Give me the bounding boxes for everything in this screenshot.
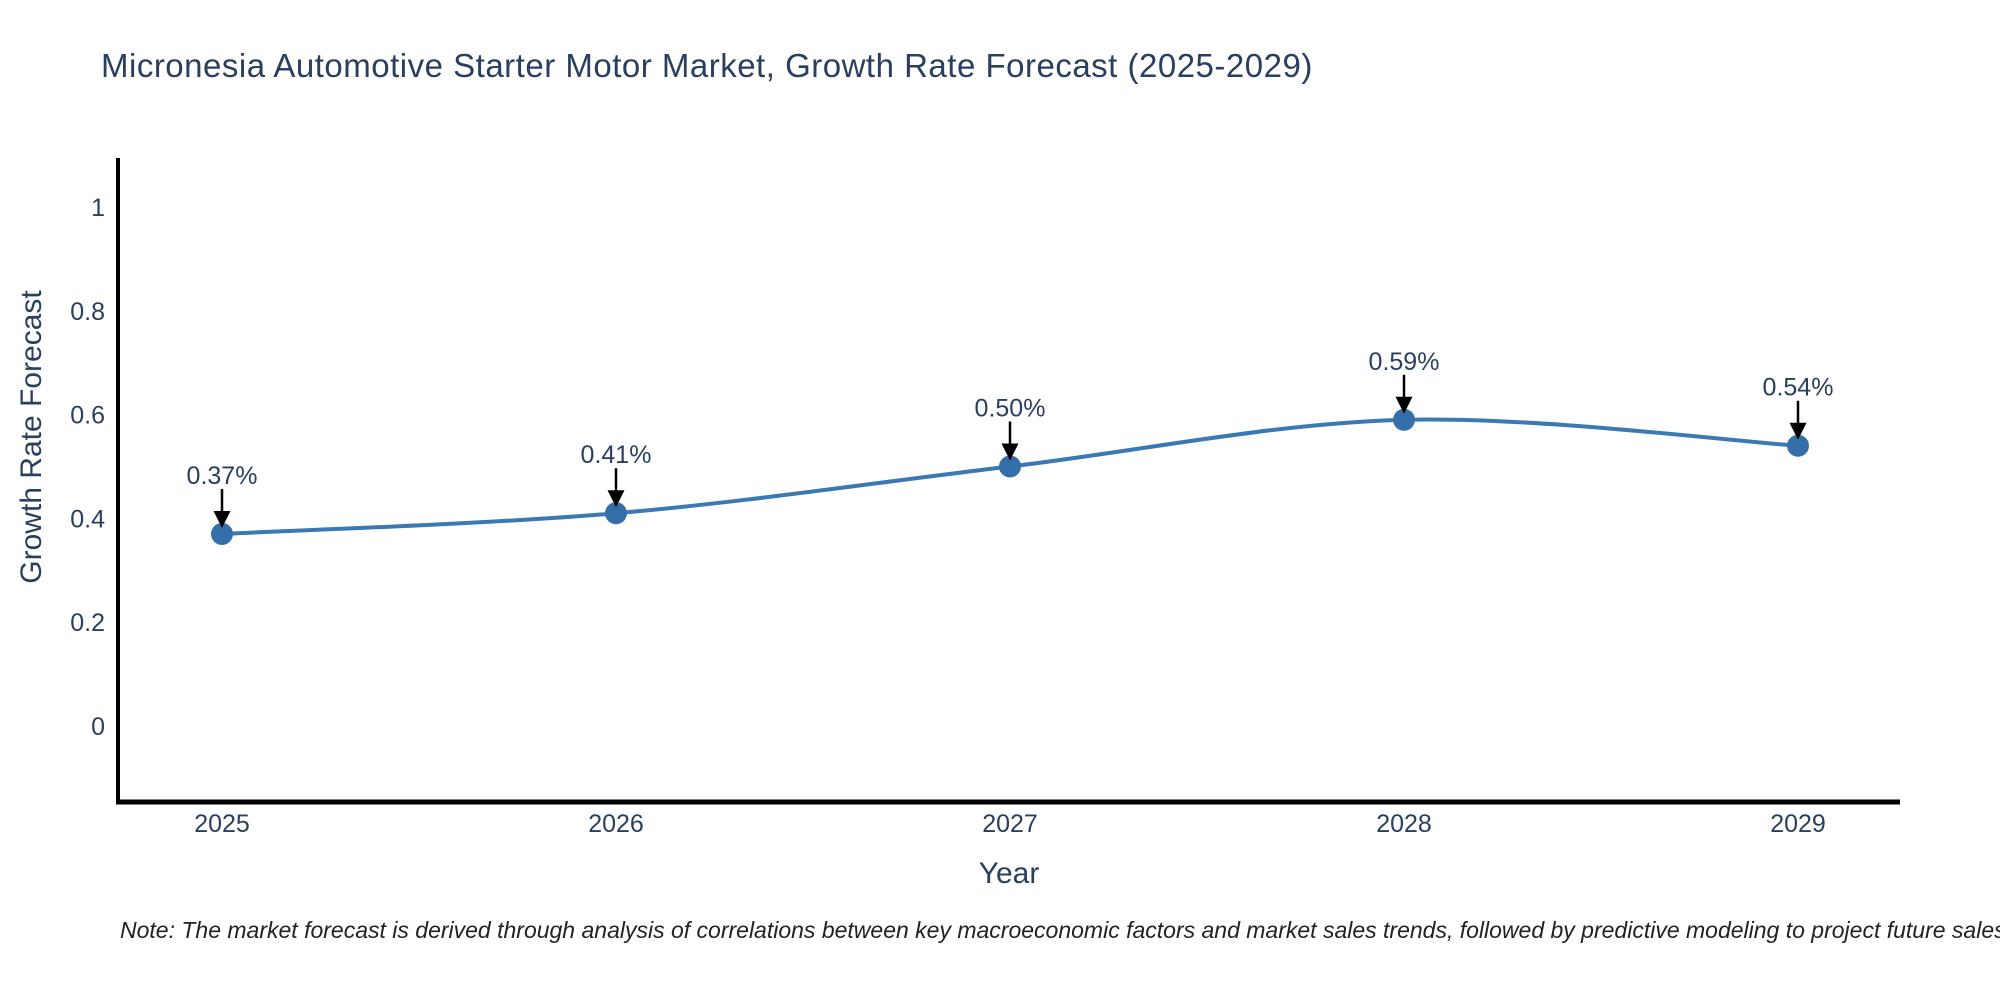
x-tick-label: 2026 xyxy=(588,810,644,838)
x-tick-label: 2027 xyxy=(982,810,1038,838)
annotation-arrowhead xyxy=(1001,443,1019,461)
data-point-label: 0.37% xyxy=(187,462,258,490)
y-tick-label: 0.6 xyxy=(70,402,105,430)
chart-title: Micronesia Automotive Starter Motor Mark… xyxy=(101,47,1313,84)
x-tick-label: 2025 xyxy=(194,810,250,838)
y-tick-label: 0.4 xyxy=(70,505,105,533)
annotation-arrowhead xyxy=(607,490,625,508)
footnote: Note: The market forecast is derived thr… xyxy=(120,917,2000,943)
y-tick-label: 1 xyxy=(91,194,105,222)
data-point-label: 0.50% xyxy=(975,395,1046,423)
data-point-marker xyxy=(605,502,627,525)
x-axis-title: Year xyxy=(978,857,1040,890)
x-tick-label: 2029 xyxy=(1770,810,1826,838)
data-point-marker xyxy=(211,522,233,545)
y-tick-label: 0.8 xyxy=(70,298,105,326)
annotation-arrowhead xyxy=(213,510,231,528)
data-point-label: 0.59% xyxy=(1369,348,1440,376)
annotation-arrowhead xyxy=(1395,396,1413,414)
y-tick-label: 0 xyxy=(91,713,105,741)
y-tick-label: 0.2 xyxy=(70,609,105,637)
data-point-marker xyxy=(1393,408,1415,431)
annotation-arrowhead xyxy=(1789,422,1807,440)
x-tick-label: 2028 xyxy=(1376,810,1432,838)
data-point-label: 0.41% xyxy=(581,441,652,469)
data-point-marker xyxy=(999,455,1021,478)
data-point-marker xyxy=(1787,434,1809,457)
data-point-label: 0.54% xyxy=(1763,374,1834,402)
